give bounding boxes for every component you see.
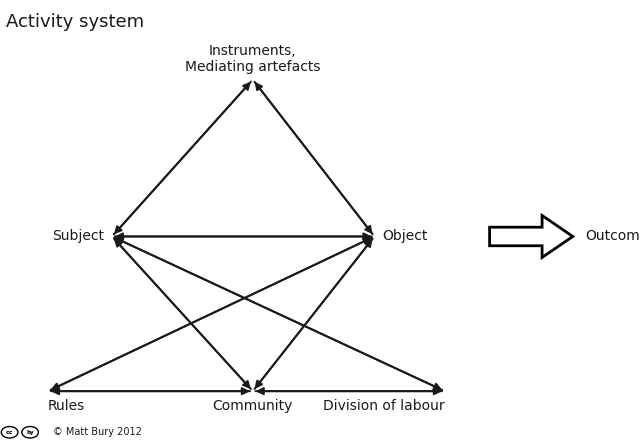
Text: Subject: Subject xyxy=(52,229,104,244)
Text: Object: Object xyxy=(382,229,428,244)
Text: cc: cc xyxy=(6,430,13,435)
FancyArrow shape xyxy=(490,215,573,257)
Text: by: by xyxy=(26,430,34,435)
Text: Activity system: Activity system xyxy=(6,13,145,31)
Text: © Matt Bury 2012: © Matt Bury 2012 xyxy=(53,427,142,437)
Text: Rules: Rules xyxy=(48,399,85,413)
Text: Outcome: Outcome xyxy=(586,229,640,244)
Text: Division of labour: Division of labour xyxy=(323,399,445,413)
Text: Instruments,
Mediating artefacts: Instruments, Mediating artefacts xyxy=(185,44,321,74)
Text: Community: Community xyxy=(212,399,293,413)
